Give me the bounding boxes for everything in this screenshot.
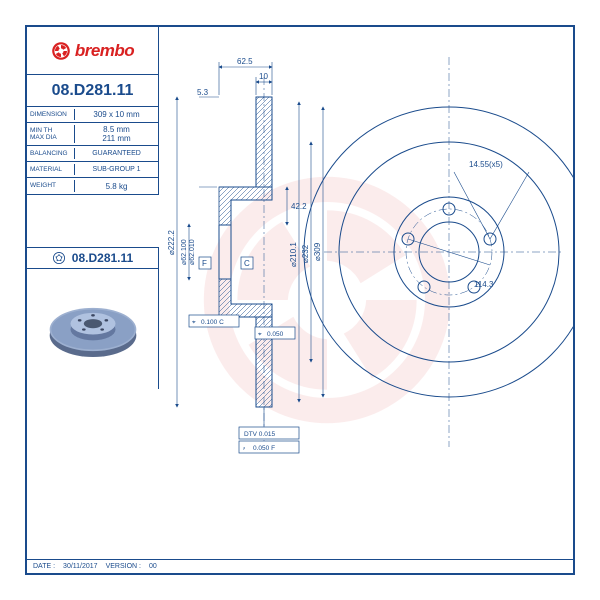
dim-5-3: 5.3: [197, 88, 209, 97]
dim-62-5: 62.5: [237, 57, 253, 66]
spec-label: DIMENSION: [27, 109, 75, 120]
part-number: 08.D281.11: [27, 75, 159, 107]
spec-value: GUARANTEED: [75, 148, 158, 159]
dim-62-100: ⌀62.100: [181, 239, 188, 265]
render-part-number: 08.D281.11: [72, 251, 133, 265]
brand-text: brembo: [75, 41, 134, 61]
spec-label: BALANCING: [27, 148, 75, 159]
svg-text:⌖: ⌖: [258, 331, 262, 338]
render-box: 08.D281.11: [27, 247, 159, 389]
disc-3d-render: [27, 269, 158, 389]
ff-0050F: 0.050 F: [253, 445, 275, 452]
brembo-icon: [51, 41, 71, 61]
brembo-logo: brembo: [51, 41, 134, 61]
spec-value: 309 x 10 mm: [75, 108, 158, 121]
disc-icon: [52, 251, 66, 265]
tol-0100C: 0.100 C: [201, 319, 224, 326]
dim-bolt: 14.55(x5): [469, 160, 503, 169]
technical-drawing: 62.5 10 5.3 42.2 ⌀222.2 ⌀62.100 ⌀62.010 …: [159, 27, 573, 559]
tol-0050: 0.050: [267, 331, 284, 338]
spec-value: 5.8 kg: [75, 180, 158, 193]
datum-C: C: [244, 259, 250, 268]
datum-F: F: [202, 259, 207, 268]
version-label: VERSION :: [106, 563, 141, 570]
brand-logo-box: brembo: [27, 27, 159, 75]
dtv-0015: DTV 0.015: [244, 431, 275, 438]
version-value: 00: [149, 563, 157, 570]
svg-text:⸗: ⸗: [243, 445, 245, 452]
dim-232: ⌀232: [301, 244, 310, 263]
dim-222-2: ⌀222.2: [167, 230, 176, 255]
footer-bar: DATE : 30/11/2017 VERSION : 00: [27, 559, 573, 573]
spec-value: 8.5 mm 211 mm: [75, 123, 158, 145]
svg-text:⌖: ⌖: [192, 319, 196, 326]
dim-62-010: ⌀62.010: [189, 239, 196, 265]
render-header: 08.D281.11: [27, 247, 158, 269]
spec-label: MIN TH MAX DIA: [27, 125, 75, 143]
spec-label: MATERIAL: [27, 164, 75, 175]
dim-10: 10: [259, 72, 268, 81]
spec-label: WEIGHT: [27, 180, 75, 191]
dim-pcd: 114.3: [474, 280, 494, 289]
spec-table: DIMENSION 309 x 10 mm MIN TH MAX DIA 8.5…: [27, 107, 159, 195]
date-value: 30/11/2017: [63, 563, 98, 570]
drawing-frame: brembo 08.D281.11 DIMENSION 309 x 10 mm …: [25, 25, 575, 575]
spec-value: SUB-GROUP 1: [75, 164, 158, 175]
dim-309: ⌀309: [313, 242, 322, 261]
dim-210-1: ⌀210.1: [289, 242, 298, 267]
date-label: DATE :: [33, 563, 55, 570]
